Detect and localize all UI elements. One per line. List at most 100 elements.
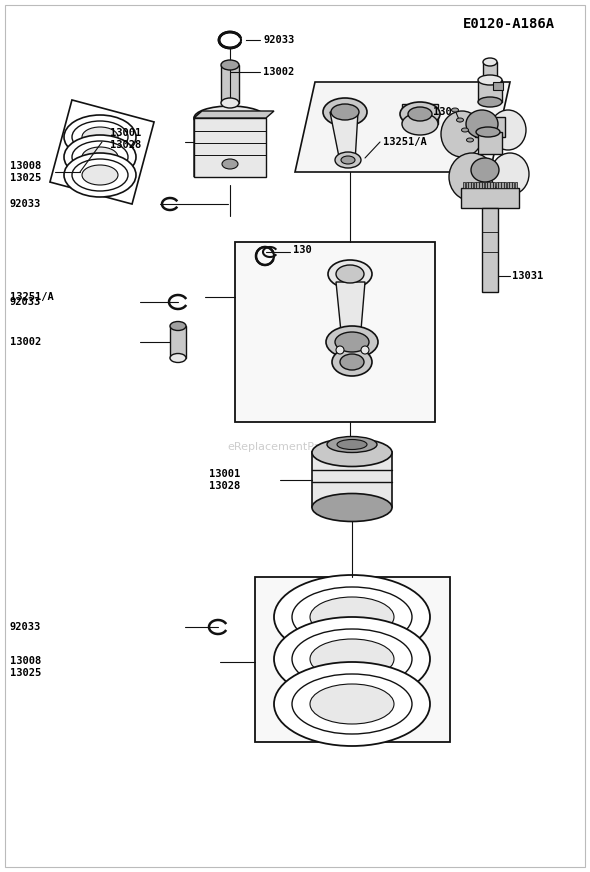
Ellipse shape [310, 597, 394, 637]
Ellipse shape [327, 437, 377, 453]
Bar [509, 182, 512, 188]
Ellipse shape [402, 113, 438, 135]
Bar [496, 182, 498, 188]
Ellipse shape [326, 326, 378, 358]
Polygon shape [295, 82, 510, 172]
Ellipse shape [335, 332, 369, 352]
Bar [466, 182, 468, 188]
Ellipse shape [408, 107, 432, 121]
Bar [515, 182, 517, 188]
Bar [512, 182, 514, 188]
Bar [479, 182, 481, 188]
Bar [507, 182, 509, 188]
Text: 92033: 92033 [10, 297, 41, 307]
Polygon shape [330, 112, 358, 162]
Bar [482, 208, 498, 292]
Ellipse shape [310, 684, 394, 724]
Ellipse shape [221, 60, 239, 70]
Ellipse shape [72, 141, 128, 173]
Ellipse shape [72, 159, 128, 191]
Ellipse shape [274, 575, 430, 659]
Text: eReplacementParts.com: eReplacementParts.com [227, 442, 363, 452]
Text: 92033: 92033 [10, 622, 41, 632]
Ellipse shape [361, 346, 369, 354]
Ellipse shape [64, 115, 136, 159]
Ellipse shape [478, 75, 502, 85]
Polygon shape [402, 104, 438, 124]
Ellipse shape [64, 135, 136, 179]
Ellipse shape [221, 98, 239, 108]
Bar [487, 182, 490, 188]
Ellipse shape [274, 662, 430, 746]
Polygon shape [194, 111, 274, 118]
Ellipse shape [466, 110, 498, 138]
Ellipse shape [194, 106, 266, 130]
Ellipse shape [170, 353, 186, 363]
Ellipse shape [82, 165, 118, 185]
Ellipse shape [292, 629, 412, 689]
Text: 130: 130 [433, 107, 452, 117]
Ellipse shape [441, 111, 483, 157]
Ellipse shape [340, 354, 364, 370]
Ellipse shape [478, 97, 502, 107]
Ellipse shape [483, 58, 497, 66]
Bar [501, 182, 503, 188]
Ellipse shape [336, 265, 364, 283]
Bar [493, 82, 503, 90]
Ellipse shape [72, 121, 128, 153]
Text: 13001
13028: 13001 13028 [110, 128, 141, 150]
Bar [312, 453, 392, 508]
Bar [461, 188, 519, 208]
Ellipse shape [332, 348, 372, 376]
Bar [475, 117, 505, 137]
Bar [235, 242, 435, 422]
Ellipse shape [64, 153, 136, 197]
Text: 92033: 92033 [263, 35, 294, 45]
Bar [255, 577, 450, 742]
Bar [493, 182, 496, 188]
Ellipse shape [491, 153, 529, 195]
Bar [482, 182, 484, 188]
Ellipse shape [222, 159, 238, 169]
Ellipse shape [476, 127, 500, 137]
Bar [478, 80, 502, 102]
Ellipse shape [449, 153, 495, 201]
Bar [221, 65, 239, 103]
Ellipse shape [312, 494, 392, 521]
Bar [170, 326, 186, 358]
Ellipse shape [490, 110, 526, 150]
Text: 13251/A: 13251/A [10, 292, 54, 302]
Ellipse shape [467, 138, 474, 142]
Ellipse shape [328, 260, 372, 288]
Text: 13251/A: 13251/A [383, 137, 427, 147]
Ellipse shape [336, 346, 344, 354]
Text: 130: 130 [293, 245, 312, 255]
Bar [463, 182, 465, 188]
Bar [499, 182, 501, 188]
Bar [478, 132, 502, 154]
Bar [474, 182, 476, 188]
Bar [477, 182, 479, 188]
Polygon shape [194, 118, 266, 177]
Text: 13002: 13002 [10, 337, 41, 347]
Bar [468, 182, 471, 188]
Ellipse shape [335, 152, 361, 168]
Ellipse shape [312, 439, 392, 467]
Bar [471, 182, 473, 188]
Bar [485, 182, 487, 188]
Text: 13031: 13031 [512, 271, 543, 281]
Bar [504, 182, 506, 188]
Ellipse shape [341, 156, 355, 164]
Text: 13008
13025: 13008 13025 [10, 657, 41, 678]
Bar [483, 62, 497, 80]
Ellipse shape [82, 127, 118, 147]
Ellipse shape [82, 147, 118, 167]
Text: 13002: 13002 [263, 67, 294, 77]
Ellipse shape [292, 674, 412, 734]
Polygon shape [194, 111, 202, 177]
Text: 13001
13028: 13001 13028 [209, 469, 240, 491]
Text: 13008
13025: 13008 13025 [10, 161, 41, 183]
Text: 92033: 92033 [10, 199, 41, 209]
Ellipse shape [292, 587, 412, 647]
Ellipse shape [337, 439, 367, 449]
